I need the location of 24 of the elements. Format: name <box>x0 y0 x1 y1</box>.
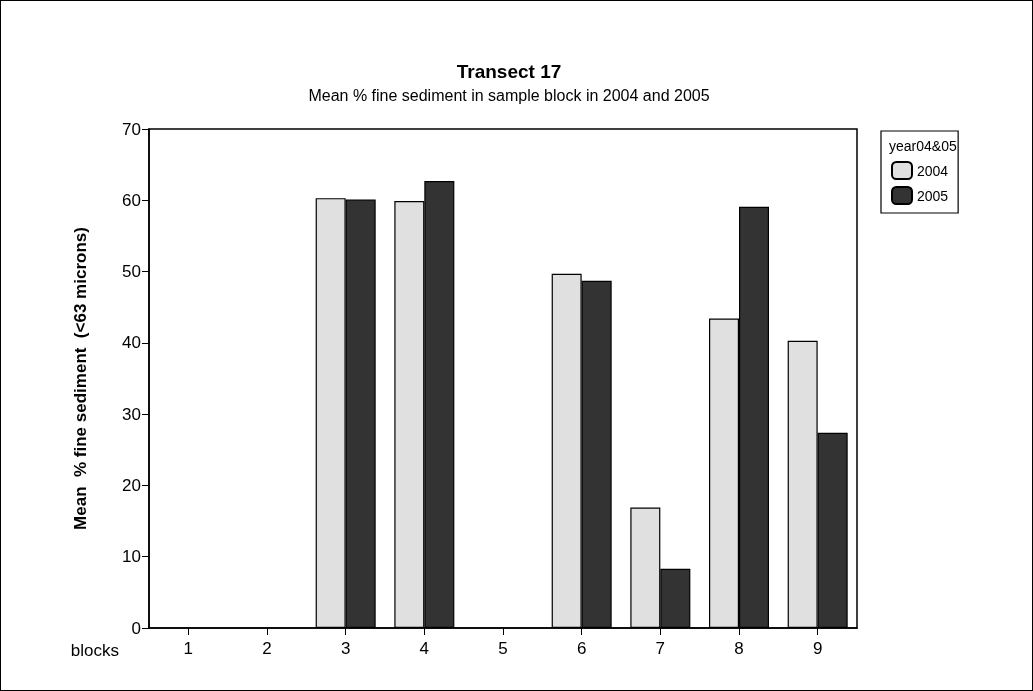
x-tick-label: 8 <box>734 639 744 658</box>
x-tick-label: 4 <box>419 639 430 658</box>
y-tick-label: 0 <box>131 618 141 638</box>
y-tick-label: 20 <box>122 475 141 495</box>
y-tick-label: 50 <box>122 262 141 282</box>
legend-label: 2004 <box>917 162 949 179</box>
y-axis-title: Mean % fine sediment (<63 microns) <box>71 227 90 530</box>
legend-label: 2005 <box>917 187 949 204</box>
x-tick-label: 7 <box>655 639 666 658</box>
legend-title: year04&05 <box>889 138 957 154</box>
x-tick-label: 1 <box>183 639 194 658</box>
x-axis-title: blocks <box>70 641 119 660</box>
x-tick-label: 9 <box>812 639 823 658</box>
x-tick-label: 5 <box>498 639 508 658</box>
y-tick-label: 10 <box>122 547 141 567</box>
chart-title: Transect 17 <box>456 61 562 82</box>
x-tick-label: 6 <box>576 639 587 658</box>
x-tick-label: 3 <box>340 639 351 658</box>
y-tick-label: 30 <box>122 404 141 424</box>
y-tick-label: 70 <box>122 119 141 139</box>
y-tick-label: 40 <box>122 333 141 353</box>
x-tick-label: 2 <box>262 639 272 658</box>
y-tick-label: 60 <box>122 190 141 210</box>
chart-subtitle: Mean % fine sediment in sample block in 2004 and 2005 <box>308 86 710 104</box>
